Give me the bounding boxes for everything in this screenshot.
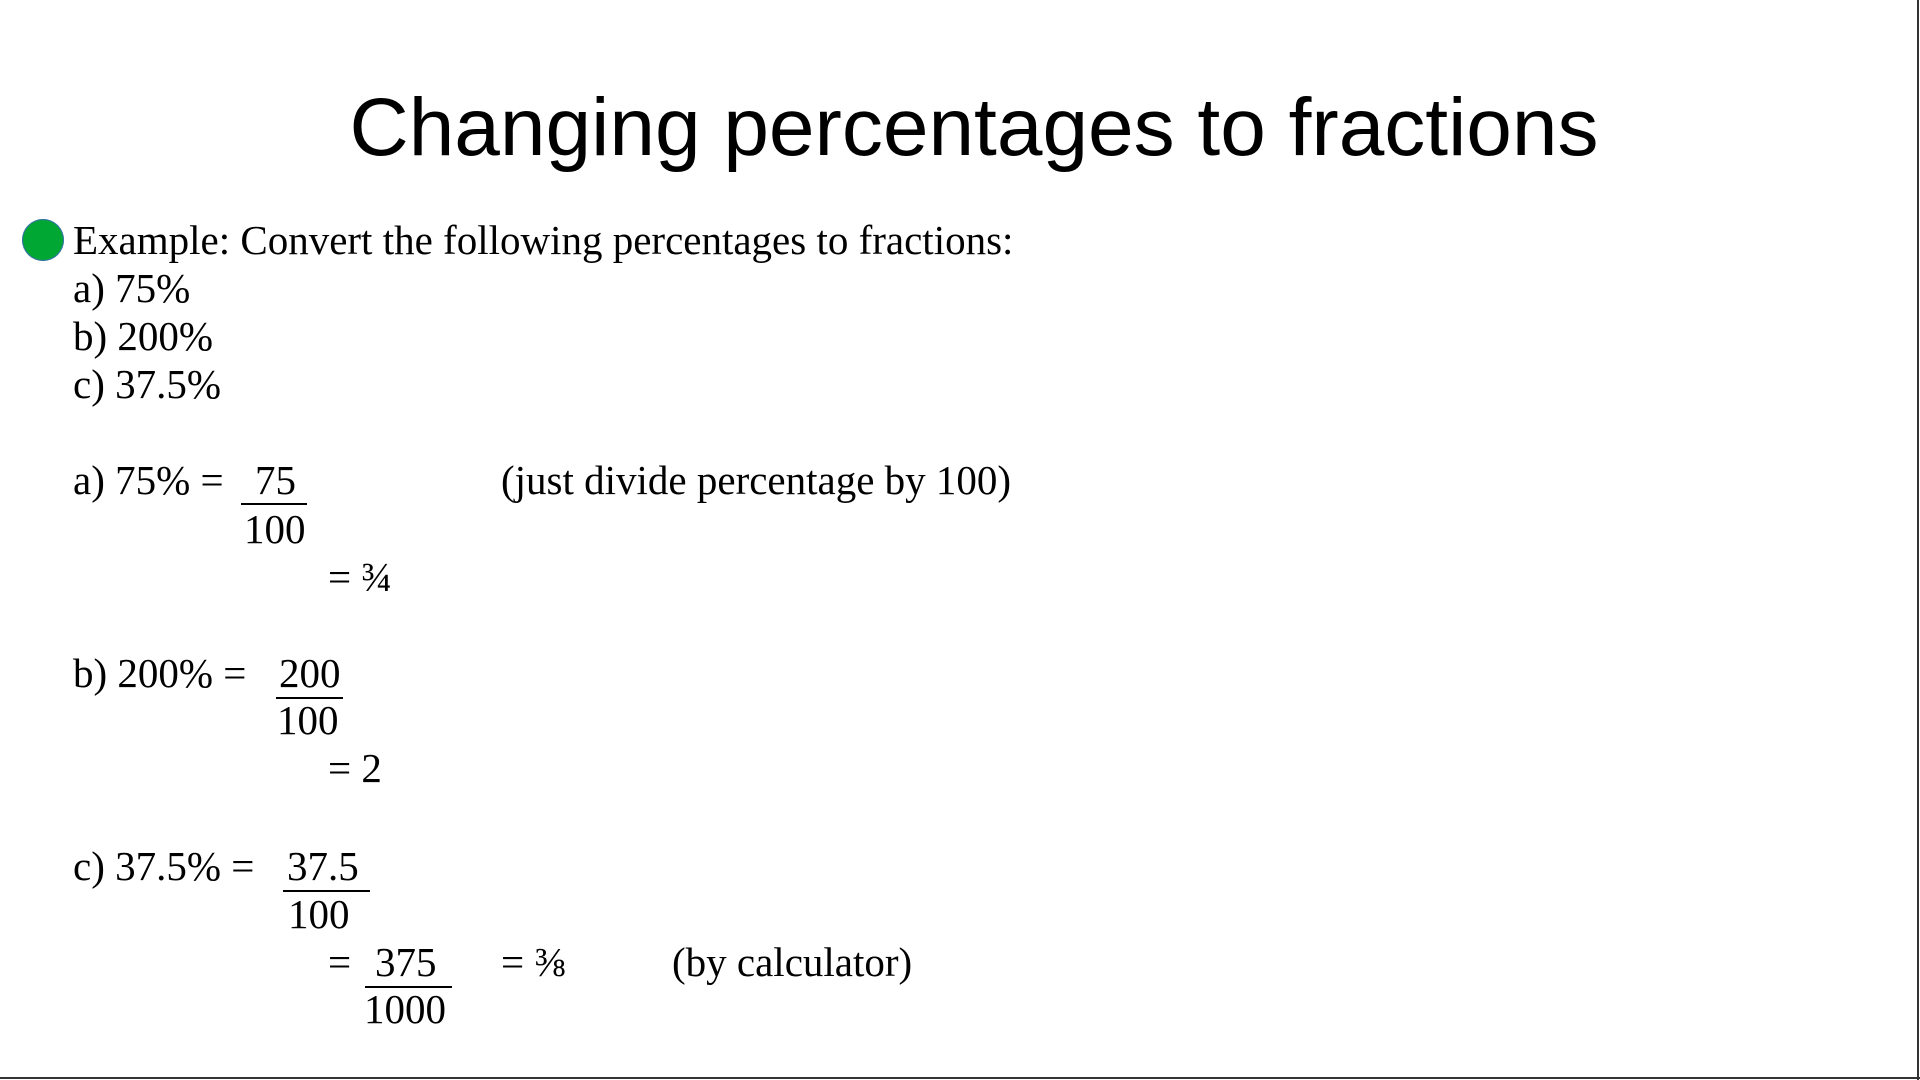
question-b: b) 200% bbox=[73, 313, 214, 359]
answer-a-note: (just divide percentage by 100) bbox=[501, 457, 1012, 503]
slide-bottom-edge bbox=[0, 1077, 1920, 1079]
answer-b-lhs: b) 200% = bbox=[73, 650, 247, 696]
bullet-icon bbox=[22, 219, 64, 261]
slide-title: Changing percentages to fractions bbox=[349, 82, 1599, 173]
answer-c-result: = ⅜ bbox=[501, 939, 566, 985]
answer-a-numerator: 75 bbox=[255, 457, 296, 503]
answer-a-result: = ¾ bbox=[328, 554, 393, 600]
intro-text: Example: Convert the following percentag… bbox=[73, 217, 1014, 263]
slide-right-edge bbox=[1917, 0, 1919, 1080]
question-a: a) 75% bbox=[73, 265, 191, 311]
question-c: c) 37.5% bbox=[73, 361, 222, 407]
answer-b-result: = 2 bbox=[328, 745, 382, 791]
answer-a-denominator: 100 bbox=[244, 506, 306, 552]
answer-a-lhs: a) 75% = bbox=[73, 457, 224, 503]
answer-c-denominator: 100 bbox=[288, 891, 350, 937]
fraction-bar bbox=[276, 697, 343, 699]
fraction-bar bbox=[283, 890, 370, 892]
answer-c-equals: = bbox=[328, 939, 352, 985]
answer-c-lhs: c) 37.5% = bbox=[73, 843, 255, 889]
answer-c-denominator-2: 1000 bbox=[364, 986, 446, 1032]
answer-c-note: (by calculator) bbox=[672, 939, 913, 985]
answer-c-numerator: 37.5 bbox=[287, 843, 359, 889]
fraction-bar bbox=[241, 503, 307, 505]
answer-b-numerator: 200 bbox=[279, 650, 341, 696]
answer-b-denominator: 100 bbox=[277, 697, 339, 743]
answer-c-numerator-2: 375 bbox=[375, 939, 437, 985]
fraction-bar bbox=[365, 986, 452, 988]
